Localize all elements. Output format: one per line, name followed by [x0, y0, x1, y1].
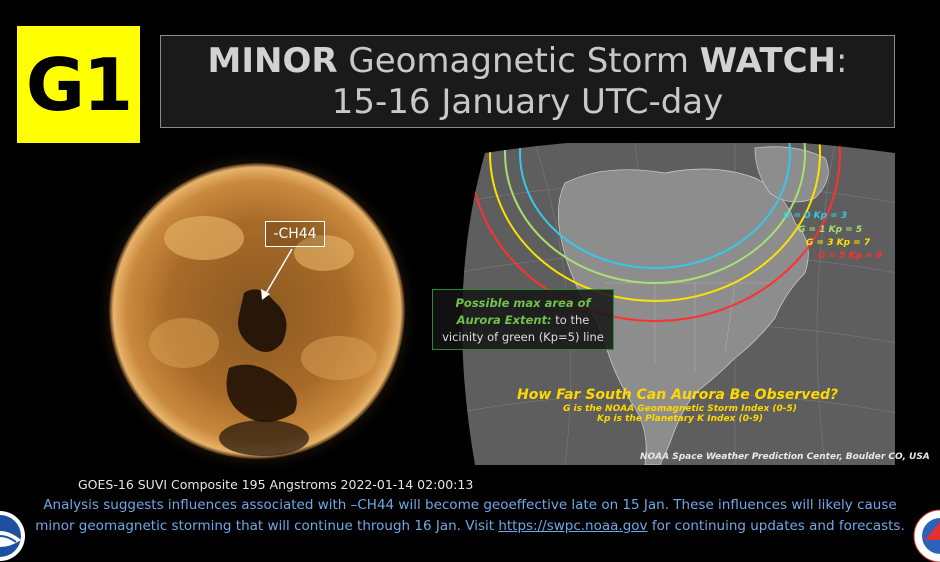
- map-question: How Far South Can Aurora Be Observed?: [517, 387, 839, 403]
- headline-colon: :: [836, 41, 848, 81]
- sun-disk-graphic: [92, 146, 422, 476]
- analysis-line-2: minor geomagnetic storming that will con…: [30, 516, 910, 537]
- legend-kp7-text: G = 3 Kp = 7: [806, 238, 871, 248]
- headline-mid: Geomagnetic Storm: [337, 41, 700, 81]
- aurora-note-to-the: to the: [551, 313, 590, 327]
- legend-kp7: G = 3 Kp = 7: [806, 238, 870, 248]
- analysis-text: Analysis suggests influences associated …: [30, 495, 910, 537]
- legend-kp3: G = 0 Kp = 3: [783, 211, 847, 221]
- nws-logo: [910, 508, 940, 562]
- analysis-line-2-pre: minor geomagnetic storming that will con…: [35, 518, 499, 534]
- analysis-line-2-post: for continuing updates and forecasts.: [647, 518, 905, 534]
- legend-kp9-text: G = 5 Kp = 9: [818, 251, 883, 261]
- noaa-logo-icon: [0, 511, 25, 561]
- legend-kp5: G = 1 Kp = 5: [798, 225, 862, 235]
- headline-line-1: MINOR Geomagnetic Storm WATCH:: [161, 40, 894, 82]
- analysis-line-1: Analysis suggests influences associated …: [43, 497, 897, 513]
- legend-kp5-text: G = 1 Kp = 5: [798, 225, 863, 235]
- headline-box: MINOR Geomagnetic Storm WATCH: 15-16 Jan…: [160, 35, 895, 128]
- aurora-extent-note: Possible max area of Aurora Extent: to t…: [432, 289, 614, 350]
- nws-logo-icon: [913, 509, 940, 562]
- noaa-logo: [0, 510, 30, 562]
- legend-kp9: G = 5 Kp = 9: [818, 251, 882, 261]
- legend-kp3-text: G = 0 Kp = 3: [783, 211, 848, 221]
- map-kp-definition: Kp is the Planetary K Index (0-9): [597, 414, 763, 424]
- sun-image: [54, 143, 461, 493]
- aurora-note-extent: Aurora Extent:: [456, 313, 552, 327]
- aurora-note-line-1: Possible max area of: [455, 296, 591, 310]
- aurora-note-line-3: vicinity of green (Kp=5) line: [442, 330, 604, 344]
- headline-minor: MINOR: [207, 41, 338, 81]
- swpc-link[interactable]: https://swpc.noaa.gov: [498, 518, 648, 534]
- headline-dates: 15-16 January UTC-day: [331, 82, 724, 122]
- map-credit: NOAA Space Weather Prediction Center, Bo…: [640, 452, 930, 462]
- headline-watch: WATCH: [699, 41, 836, 81]
- coronal-hole-label: -CH44: [265, 221, 325, 247]
- storm-level-badge: G1: [17, 26, 140, 143]
- aurora-note-line-2: Aurora Extent: to the: [433, 312, 613, 329]
- map-g-definition: G is the NOAA Geomagnetic Storm Index (0…: [563, 404, 797, 414]
- sun-image-caption: GOES-16 SUVI Composite 195 Angstroms 202…: [78, 477, 474, 492]
